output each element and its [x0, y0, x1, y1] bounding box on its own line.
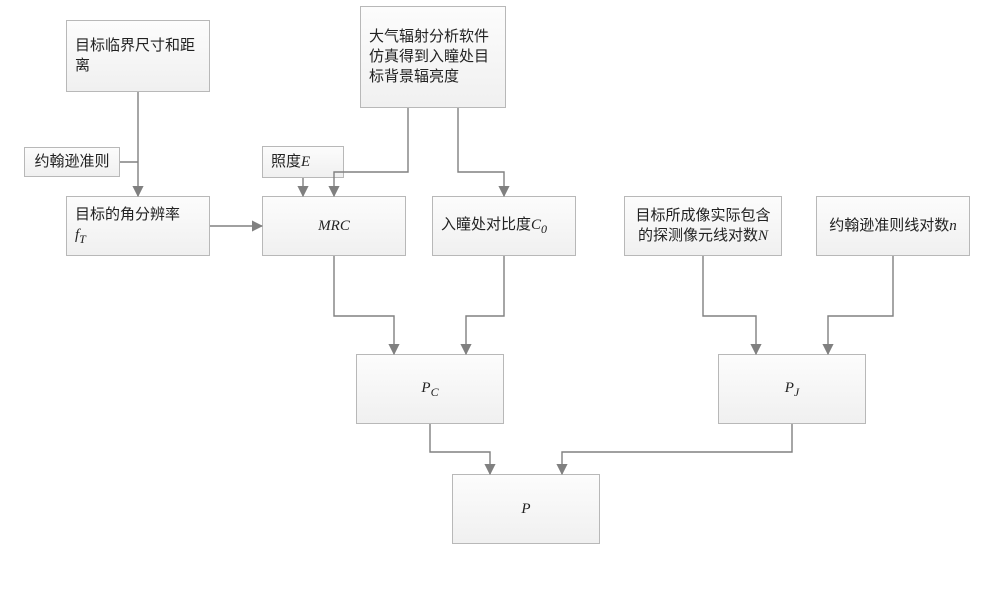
- edge: [458, 108, 504, 196]
- node-angular-res: 目标的角分辨率fT: [66, 196, 210, 256]
- edge: [703, 256, 756, 354]
- node-illuminance: 照度E: [262, 146, 344, 178]
- edge: [466, 256, 504, 354]
- node-label: MRC: [318, 216, 350, 236]
- edge: [430, 424, 490, 474]
- edge: [562, 424, 792, 474]
- node-mrc: MRC: [262, 196, 406, 256]
- node-atmosphere: 大气辐射分析软件仿真得到入瞳处目标背景辐亮度: [360, 6, 506, 108]
- node-label: PC: [421, 378, 438, 400]
- node-pixel-pairs: 目标所成像实际包含的探测像元线对数N: [624, 196, 782, 256]
- edge: [334, 256, 394, 354]
- edge: [828, 256, 893, 354]
- node-pj: PJ: [718, 354, 866, 424]
- node-contrast: 入瞳处对比度C0: [432, 196, 576, 256]
- node-johnson-pairs: 约翰逊准则线对数n: [816, 196, 970, 256]
- node-label: PJ: [785, 378, 800, 400]
- node-label: 入瞳处对比度C0: [441, 215, 547, 237]
- node-p: P: [452, 474, 600, 544]
- node-pc: PC: [356, 354, 504, 424]
- node-label: P: [521, 499, 530, 519]
- node-target-size: 目标临界尺寸和距离: [66, 20, 210, 92]
- node-label: 目标所成像实际包含的探测像元线对数N: [633, 206, 773, 247]
- node-label: 目标临界尺寸和距离: [75, 36, 201, 77]
- node-label: 大气辐射分析软件仿真得到入瞳处目标背景辐亮度: [369, 27, 497, 88]
- edge: [334, 108, 408, 196]
- node-label: 约翰逊准则: [34, 152, 109, 172]
- node-label: 照度E: [271, 152, 310, 172]
- node-label: 目标的角分辨率fT: [75, 205, 180, 247]
- node-johnson: 约翰逊准则: [24, 147, 120, 177]
- node-label: 约翰逊准则线对数n: [829, 216, 957, 236]
